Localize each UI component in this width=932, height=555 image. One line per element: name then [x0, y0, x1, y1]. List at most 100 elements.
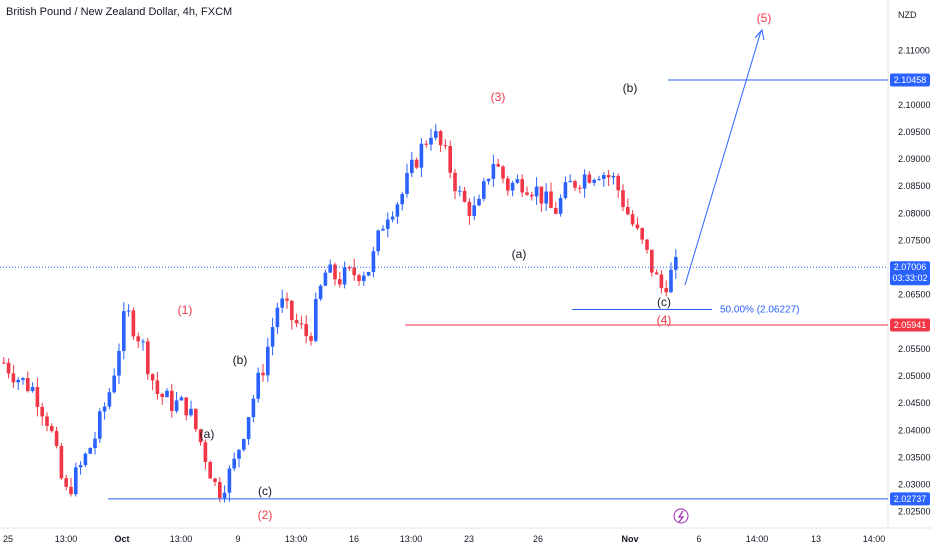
candle-body — [30, 387, 35, 392]
wave-3-label: (3) — [491, 90, 506, 104]
candle-body — [486, 178, 491, 182]
price-tick-label: 2.09500 — [898, 127, 931, 137]
candle-body — [453, 172, 457, 192]
candle-body — [194, 408, 198, 430]
candle-body — [184, 397, 188, 416]
candle-body — [232, 458, 236, 469]
candle-body — [189, 408, 193, 416]
time-tick-label: 13:00 — [400, 534, 423, 544]
candle-body — [491, 164, 496, 179]
candle-body — [50, 425, 54, 432]
time-tick-label: 23 — [464, 534, 474, 544]
candle-body — [16, 379, 20, 383]
price-tick-label: 2.08000 — [898, 208, 931, 218]
current-price-tag: 2.07006 03:33:02 — [890, 261, 930, 286]
projection-arrow[interactable] — [684, 30, 762, 286]
candle-body — [573, 181, 577, 188]
candle-body — [150, 374, 155, 381]
candle-body — [294, 320, 299, 324]
candle-body — [45, 416, 49, 426]
time-tick-label: 9 — [235, 534, 240, 544]
candle-body — [165, 390, 169, 398]
svg-text:2.07006: 2.07006 — [894, 262, 927, 272]
time-tick-label: 13:00 — [285, 534, 308, 544]
candle-body — [21, 378, 25, 380]
candle-body — [112, 375, 116, 393]
candle-body — [654, 272, 659, 275]
candle-body — [64, 478, 68, 487]
candle-body — [539, 186, 544, 204]
candle-body — [261, 372, 265, 376]
candle-body — [472, 205, 476, 216]
wave-a2-label: (a) — [512, 247, 527, 261]
price-tick-label: 2.04500 — [898, 398, 931, 408]
candle-body — [630, 214, 635, 225]
candle-body — [347, 267, 352, 269]
candle-body — [462, 190, 467, 202]
lightning-icon[interactable] — [673, 508, 689, 524]
candle-body — [534, 186, 539, 197]
target-price-tag: 2.10458 — [890, 73, 930, 87]
candle-body — [107, 392, 112, 407]
candle-body — [131, 310, 136, 337]
candle-body — [626, 206, 630, 215]
candle-body — [246, 417, 251, 440]
candle-body — [482, 181, 486, 199]
price-tick-label: 2.02500 — [898, 507, 931, 517]
candle-body — [669, 269, 673, 293]
candle-body — [597, 178, 601, 180]
candle-body — [602, 175, 606, 179]
wave-2-label: (2) — [258, 508, 273, 522]
base-price-tag: 2.02737 — [890, 492, 930, 506]
time-tick-label: 16 — [349, 534, 359, 544]
candle-body — [146, 341, 150, 375]
candle-body — [170, 390, 174, 412]
candle-body — [136, 336, 140, 342]
candle-body — [611, 175, 616, 178]
candle-body — [198, 429, 203, 443]
candle-body — [515, 179, 520, 183]
candle-body — [242, 439, 246, 450]
candle-body — [333, 264, 337, 280]
candle-body — [338, 279, 342, 285]
candle-body — [270, 327, 275, 347]
candle-body — [222, 492, 227, 499]
candle-body — [40, 406, 44, 417]
candle-body — [563, 182, 568, 198]
candle-body — [645, 239, 649, 250]
candle-body — [414, 159, 419, 168]
candle-body — [11, 373, 16, 383]
price-tick-label: 2.06500 — [898, 290, 931, 300]
candle-body — [501, 166, 505, 179]
candle-body — [496, 164, 500, 167]
candle-body — [309, 336, 313, 341]
candle-body — [458, 190, 462, 192]
time-tick-label: 13:00 — [170, 534, 193, 544]
price-tick-label: 2.03500 — [898, 452, 931, 462]
candle-body — [122, 311, 126, 351]
candle-body — [251, 398, 256, 418]
candle-body — [371, 251, 376, 273]
candle-body — [328, 264, 332, 273]
candle-body — [635, 224, 640, 229]
candle-body — [520, 179, 524, 193]
candle-body — [381, 228, 385, 231]
wave-a1-label: (a) — [200, 427, 215, 441]
candle-body — [366, 272, 371, 276]
candle-body — [376, 230, 380, 252]
candle-body — [155, 380, 160, 394]
time-tick-label: 25 — [3, 534, 13, 544]
candle-body — [141, 341, 145, 343]
candle-body — [578, 187, 582, 189]
time-tick-label: 6 — [696, 534, 701, 544]
svg-text:2.02737: 2.02737 — [894, 494, 927, 504]
candle-body — [314, 299, 318, 341]
candle-body — [386, 219, 390, 229]
candle-body — [318, 285, 323, 300]
candle-body — [266, 346, 270, 376]
candle-body — [390, 216, 395, 220]
candle-body — [2, 362, 6, 364]
candle-body — [438, 131, 443, 146]
